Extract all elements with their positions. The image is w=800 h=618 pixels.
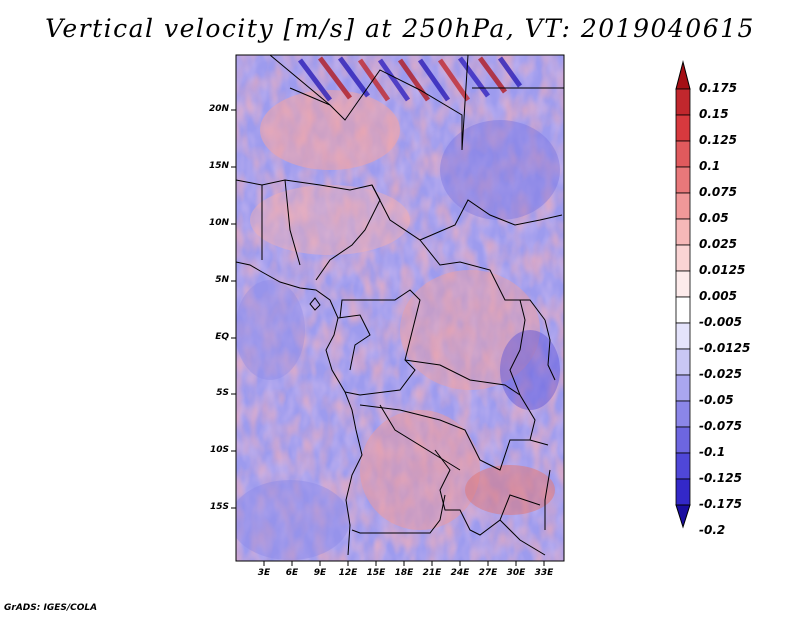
lat-label: 10S xyxy=(209,445,229,455)
axis-ticks xyxy=(231,109,545,566)
colorbar-label: 0.125 xyxy=(699,133,737,147)
colorbar-label: 0.05 xyxy=(699,211,729,225)
colorbar-label: 0.175 xyxy=(699,81,737,95)
colorbar-segment xyxy=(675,270,691,298)
lat-label: 5S xyxy=(216,388,229,398)
country-borders xyxy=(235,54,564,556)
colorbar-label: -0.0125 xyxy=(699,341,751,355)
colorbar-segment xyxy=(675,114,691,142)
lat-label: 15S xyxy=(209,502,229,512)
footer-credit: GrADS: IGES/COLA xyxy=(4,603,98,613)
colorbar-label: 0.025 xyxy=(699,237,737,251)
lon-label: 15E xyxy=(366,568,386,578)
colorbar-segment xyxy=(675,478,691,506)
colorbar-label: 0.075 xyxy=(699,185,737,199)
lat-label: 10N xyxy=(208,218,229,228)
colorbar-label: -0.175 xyxy=(699,497,742,511)
lat-label: 20N xyxy=(208,104,229,114)
colorbar-label: 0.15 xyxy=(699,107,729,121)
colorbar-segment xyxy=(675,426,691,454)
lon-label: 30E xyxy=(506,568,526,578)
lon-label: 24E xyxy=(450,568,470,578)
colorbar xyxy=(675,60,691,529)
colorbar-segment xyxy=(675,322,691,350)
colorbar-top-arrow xyxy=(675,60,691,90)
colorbar-label: -0.005 xyxy=(699,315,742,329)
colorbar-segment xyxy=(675,218,691,246)
colorbar-bottom-arrow xyxy=(675,504,691,529)
colorbar-segment xyxy=(675,348,691,376)
colorbar-label: -0.025 xyxy=(699,367,742,381)
lon-label: 12E xyxy=(338,568,358,578)
colorbar-label: -0.1 xyxy=(699,445,726,459)
colorbar-segment xyxy=(675,296,691,324)
lon-label: 6E xyxy=(285,568,299,578)
colorbar-label: -0.05 xyxy=(699,393,734,407)
colorbar-label: 0.005 xyxy=(699,289,737,303)
lon-label: 9E xyxy=(313,568,327,578)
chart-title: Vertical velocity [m/s] at 250hPa, VT: 2… xyxy=(45,14,755,43)
colorbar-segment xyxy=(675,192,691,220)
lon-label: 27E xyxy=(478,568,498,578)
colorbar-label: 0.1 xyxy=(699,159,721,173)
colorbar-label: 0.0125 xyxy=(699,263,746,277)
colorbar-segment xyxy=(675,88,691,116)
lon-label: 21E xyxy=(422,568,442,578)
lon-label: 33E xyxy=(534,568,554,578)
lon-label: 18E xyxy=(394,568,414,578)
map-frame xyxy=(235,54,565,562)
colorbar-segment xyxy=(675,374,691,402)
colorbar-label: -0.075 xyxy=(699,419,742,433)
colorbar-segment xyxy=(675,244,691,272)
colorbar-segment xyxy=(675,452,691,480)
lon-label: 3E xyxy=(257,568,271,578)
colorbar-label: -0.125 xyxy=(699,471,742,485)
lat-label: 5N xyxy=(215,275,229,285)
lat-label: 15N xyxy=(208,161,229,171)
colorbar-segment xyxy=(675,140,691,168)
velocity-field xyxy=(236,55,564,561)
colorbar-label: -0.2 xyxy=(699,523,726,537)
colorbar-segment xyxy=(675,400,691,428)
colorbar-segment xyxy=(675,166,691,194)
lat-label: EQ xyxy=(215,332,229,342)
